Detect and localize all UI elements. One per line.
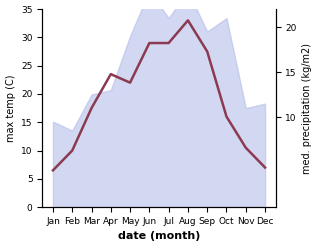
Y-axis label: max temp (C): max temp (C): [5, 74, 16, 142]
X-axis label: date (month): date (month): [118, 231, 200, 242]
Y-axis label: med. precipitation (kg/m2): med. precipitation (kg/m2): [302, 43, 313, 174]
